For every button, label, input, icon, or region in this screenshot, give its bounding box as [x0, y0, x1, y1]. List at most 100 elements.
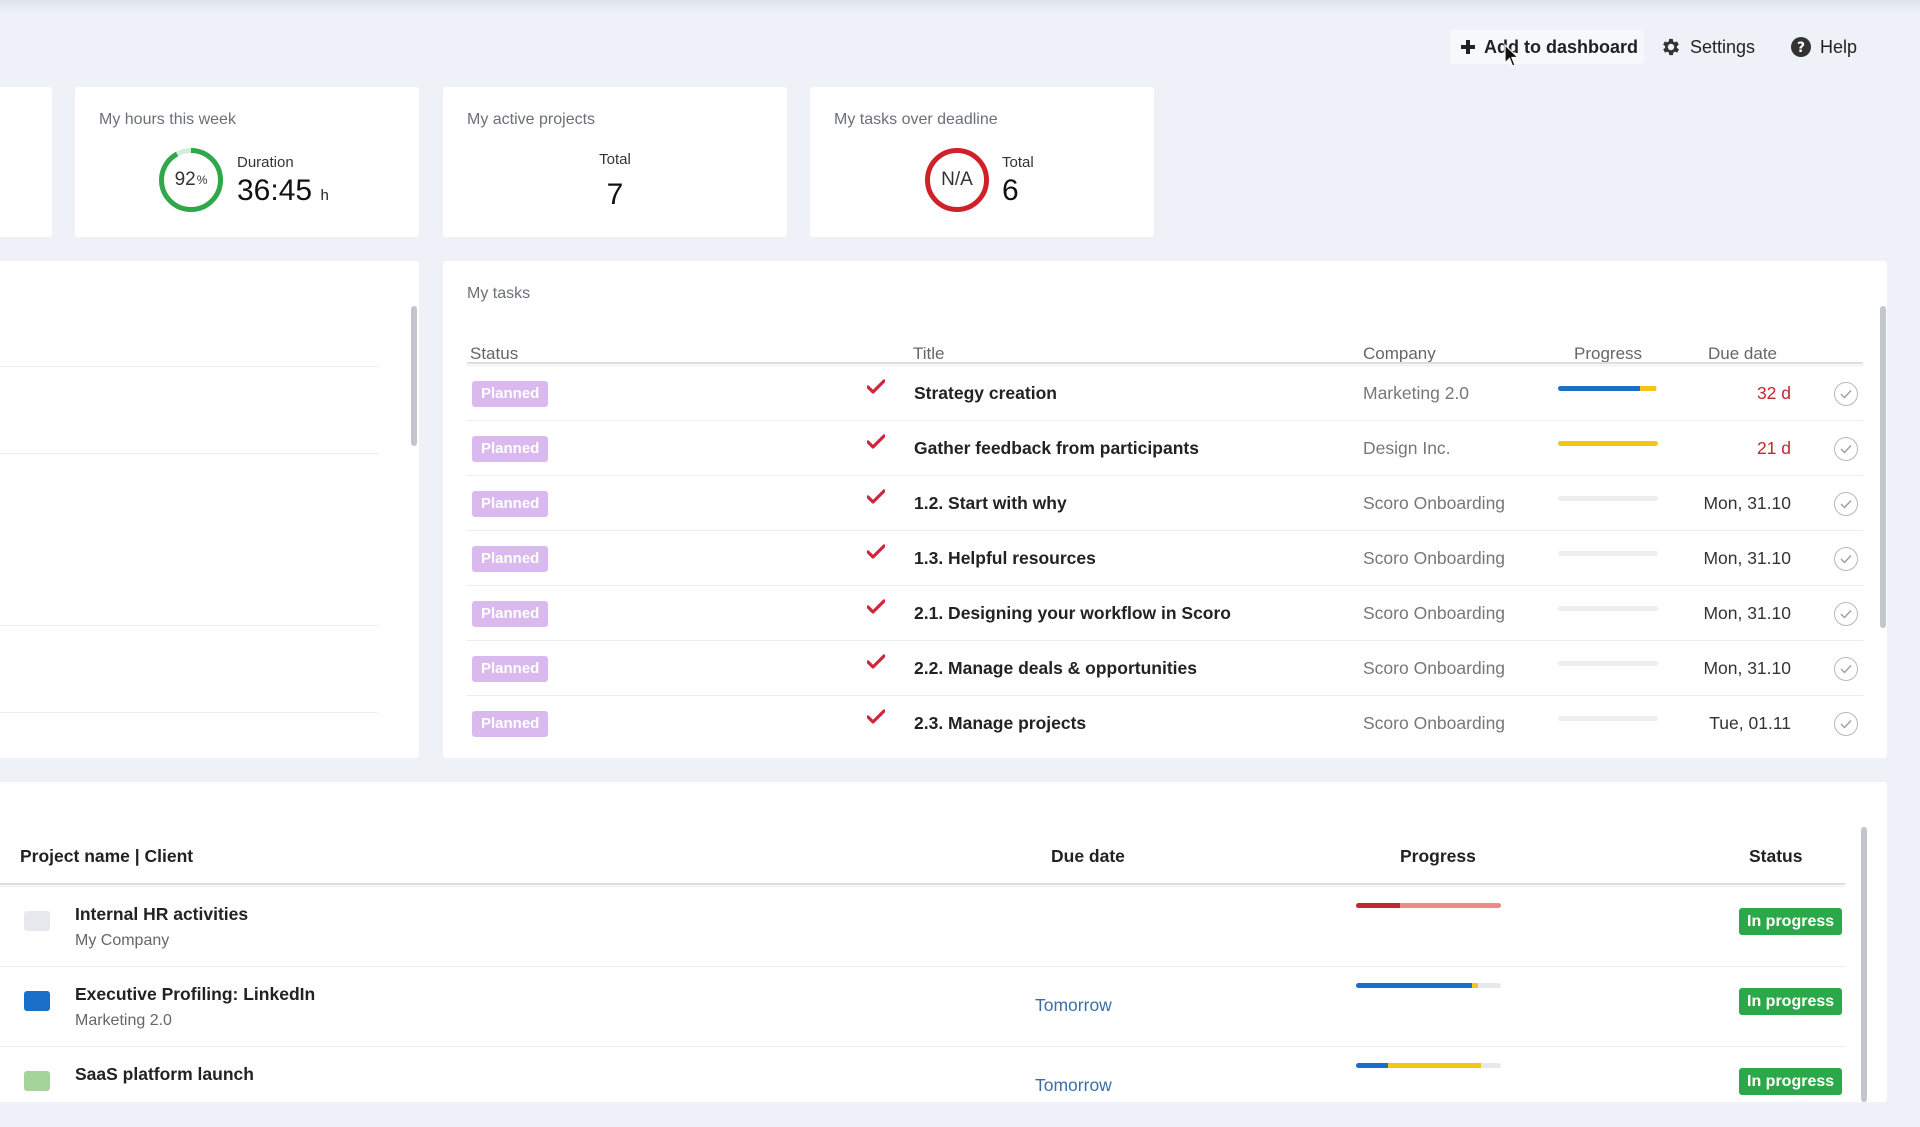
overdue-value: 6	[1002, 174, 1019, 207]
check-icon	[1840, 665, 1852, 674]
task-company[interactable]: Scoro Onboarding	[1363, 603, 1506, 623]
progress-segment	[1387, 1063, 1481, 1068]
mouse-cursor-icon	[1504, 44, 1520, 67]
complete-task-button[interactable]	[1834, 437, 1858, 461]
complete-task-button[interactable]	[1834, 657, 1858, 681]
task-title[interactable]: Gather feedback from participants	[914, 438, 1199, 458]
status-badge[interactable]: In progress	[1739, 1068, 1843, 1095]
divider	[0, 625, 378, 626]
status-badge[interactable]: Planned	[472, 601, 549, 627]
task-progress-bar	[1558, 441, 1658, 446]
help-label: Help	[1820, 36, 1858, 57]
task-title[interactable]: 2.1. Designing your workflow in Scoro	[914, 603, 1231, 623]
duration-value: 36:45 h	[237, 174, 329, 207]
task-title[interactable]: 2.2. Manage deals & opportunities	[914, 658, 1197, 678]
progress-segment	[1399, 903, 1501, 908]
column-header-progress[interactable]: Progress	[1400, 846, 1476, 866]
column-header-company[interactable]: Company	[1363, 344, 1436, 363]
task-company[interactable]: Scoro Onboarding	[1363, 493, 1506, 513]
column-header-status[interactable]: Status	[1749, 846, 1803, 866]
project-row[interactable]: Internal HR activities My Company In progr…	[0, 886, 1845, 967]
task-company[interactable]: Scoro Onboarding	[1363, 548, 1506, 568]
project-name[interactable]: SaaS platform launch	[75, 1064, 254, 1084]
top-shadow	[0, 0, 1920, 14]
my-active-projects-card: My active projects Total 7	[443, 87, 787, 237]
briefcase-icon	[24, 1071, 50, 1091]
task-row[interactable]: Planned Strategy creation Marketing 2.0 32 …	[467, 365, 1863, 421]
status-badge[interactable]: Planned	[472, 711, 549, 737]
my-hours-card: My hours this week 92% Duration 36:45 h	[75, 87, 419, 237]
column-header-due-date[interactable]: Due date	[1708, 344, 1777, 363]
complete-task-button[interactable]	[1834, 712, 1858, 736]
project-row[interactable]: Executive Profiling: LinkedIn Marketing 2…	[0, 966, 1845, 1047]
task-title[interactable]: Strategy creation	[914, 383, 1057, 403]
status-badge[interactable]: Planned	[472, 491, 549, 517]
task-due-date: Mon, 31.10	[1703, 493, 1791, 513]
left-card-scrollbar[interactable]	[411, 306, 417, 446]
task-check-icon	[867, 599, 885, 614]
column-header-status[interactable]: Status	[470, 344, 519, 363]
project-name[interactable]: Internal HR activities	[75, 904, 249, 924]
add-to-dashboard-button[interactable]: Add to dashboard	[1450, 30, 1644, 64]
column-header-progress[interactable]: Progress	[1574, 344, 1643, 363]
complete-task-button[interactable]	[1834, 492, 1858, 516]
task-progress-bar	[1558, 496, 1658, 501]
status-badge[interactable]: Planned	[472, 546, 549, 572]
active-projects-value: 7	[606, 178, 624, 211]
column-header-title[interactable]: Title	[913, 344, 945, 363]
project-client[interactable]: My Company	[75, 932, 170, 949]
project-name[interactable]: Executive Profiling: LinkedIn	[75, 984, 316, 1004]
task-title[interactable]: 2.3. Manage projects	[914, 713, 1087, 733]
status-badge[interactable]: Planned	[472, 656, 549, 682]
task-company[interactable]: Marketing 2.0	[1363, 383, 1470, 403]
briefcase-icon	[24, 911, 50, 931]
duration-label: Duration	[237, 154, 294, 171]
project-client[interactable]: Marketing 2.0	[75, 1012, 172, 1029]
progress-segment	[1640, 386, 1656, 391]
task-company[interactable]: Scoro Onboarding	[1363, 713, 1506, 733]
status-badge[interactable]: Planned	[472, 436, 549, 462]
help-button[interactable]: ? Help	[1790, 30, 1857, 64]
check-icon	[1840, 610, 1852, 619]
task-title[interactable]: 1.3. Helpful resources	[914, 548, 1096, 568]
settings-button[interactable]: Settings	[1660, 30, 1755, 64]
progress-segment	[1356, 1063, 1388, 1068]
check-icon	[1840, 390, 1852, 399]
tasks-over-deadline-title: My tasks over deadline	[834, 111, 998, 128]
task-row[interactable]: Planned 2.1. Designing your workflow in S…	[467, 585, 1863, 641]
overdue-ring-text: N/A	[941, 169, 973, 190]
my-tasks-card: My tasks Status Title Company Progress D…	[443, 261, 1887, 758]
task-row[interactable]: Planned 1.2. Start with why Scoro Onboardi…	[467, 475, 1863, 531]
task-title[interactable]: 1.2. Start with why	[914, 493, 1067, 513]
check-icon	[1840, 500, 1852, 509]
task-row[interactable]: Planned 2.3. Manage projects Scoro Onboard…	[467, 695, 1863, 751]
projects-scrollbar[interactable]	[1861, 827, 1867, 1102]
divider	[0, 366, 378, 367]
task-due-date: Mon, 31.10	[1703, 603, 1791, 623]
progress-segment	[1472, 983, 1478, 988]
column-header-due-date[interactable]: Due date	[1051, 846, 1125, 866]
status-badge[interactable]: In progress	[1739, 988, 1843, 1015]
task-company[interactable]: Scoro Onboarding	[1363, 658, 1506, 678]
task-due-date: Tue, 01.11	[1709, 713, 1791, 733]
complete-task-button[interactable]	[1834, 602, 1858, 626]
progress-segment	[1356, 903, 1400, 908]
status-badge[interactable]: Planned	[472, 381, 549, 407]
task-row[interactable]: Planned 2.2. Manage deals & opportunities…	[467, 640, 1863, 696]
task-row[interactable]: Planned 1.3. Helpful resources Scoro Onboa…	[467, 530, 1863, 586]
column-header-project-name[interactable]: Project name | Client	[20, 846, 194, 866]
header-divider	[0, 883, 1845, 885]
project-row[interactable]: SaaS platform launch Tomorrow In progress	[0, 1046, 1845, 1127]
task-check-icon	[867, 544, 885, 559]
status-badge[interactable]: In progress	[1739, 908, 1843, 935]
task-row[interactable]: Planned Gather feedback from participants…	[467, 420, 1863, 476]
progress-segment	[1558, 441, 1658, 446]
complete-task-button[interactable]	[1834, 547, 1858, 571]
task-company[interactable]: Design Inc.	[1363, 438, 1451, 458]
complete-task-button[interactable]	[1834, 382, 1858, 406]
project-due-date: Tomorrow	[1035, 1075, 1112, 1095]
settings-label: Settings	[1690, 36, 1756, 57]
gear-icon	[1660, 36, 1682, 58]
project-progress-bar	[1356, 903, 1501, 908]
tasks-scrollbar[interactable]	[1880, 306, 1886, 628]
